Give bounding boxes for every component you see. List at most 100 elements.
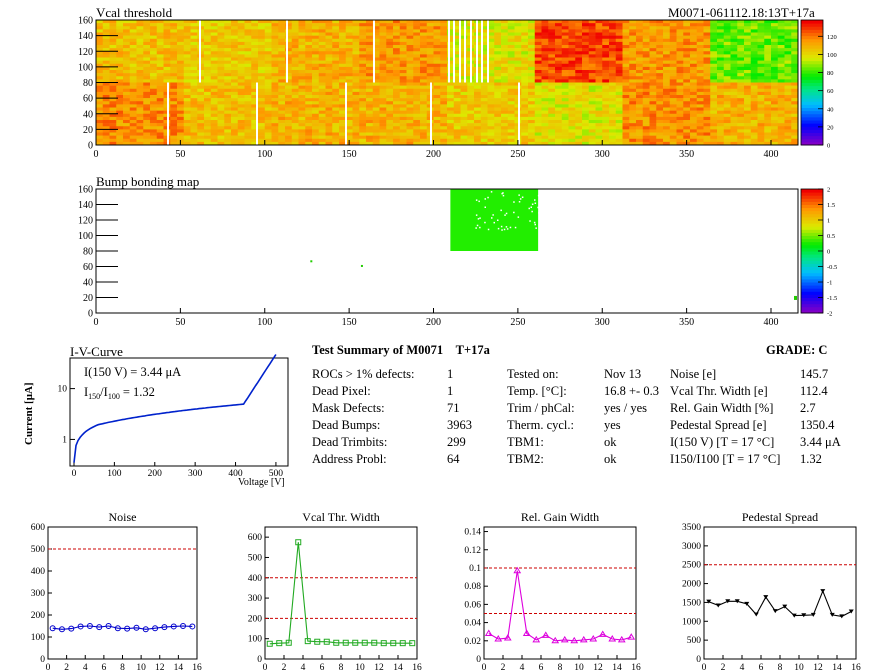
heatmap-cell [264,116,272,121]
heatmap-cell [676,54,684,58]
heatmap-cell [622,135,630,140]
heatmap-cell [669,101,677,105]
heatmap-cell [217,79,225,83]
heatmap-cell [750,66,758,71]
heatmap-cell [413,66,421,71]
heatmap-cell [507,132,515,136]
heatmap-cell [386,48,394,52]
heatmap-cell [136,73,144,77]
heatmap-cell [102,88,110,93]
heatmap-cell [541,73,549,77]
heatmap-cell [264,60,272,65]
x-tick-label: 16 [851,663,861,672]
heatmap-cell [595,95,603,99]
heatmap-cell [676,45,684,49]
heatmap-cell [116,129,124,133]
series-line [488,570,632,642]
heatmap-cell [298,63,306,68]
heatmap-cell [298,45,306,49]
heatmap-cell [528,107,536,111]
heatmap-cell [501,54,509,58]
heatmap-cell [156,126,164,130]
colorbar-bin [801,303,823,308]
heatmap-cell [217,123,225,127]
heatmap-cell [541,101,549,105]
heatmap-cell [136,135,144,140]
heatmap-cell [717,29,725,33]
data-point [390,640,397,647]
heatmap-cell [730,91,738,96]
heatmap-cell [690,113,698,118]
heatmap-cell [676,20,684,24]
heatmap-cell [291,35,299,40]
heatmap-cell [278,82,286,86]
heatmap-cell [318,79,326,83]
heatmap-cell [231,32,239,36]
heatmap-cell [291,141,299,146]
heatmap-cell [406,113,414,118]
heatmap-cell [325,45,333,49]
heatmap-cell [602,63,610,68]
heatmap-cell [406,129,414,133]
heatmap-cell [136,45,144,49]
heatmap-cell [474,104,482,108]
heatmap-cell [777,32,785,36]
summary-col3-label-0: Noise [e] [670,367,717,381]
heatmap-cell [757,95,765,99]
heatmap-cell [244,107,252,111]
heatmap-cell [413,85,421,90]
heatmap-cell [204,141,212,146]
heatmap-cell [345,60,353,65]
heatmap-cell [413,35,421,40]
heatmap-cell [406,23,414,27]
heatmap-cell [177,123,185,127]
heatmap-cell [440,116,448,121]
heatmap-cell [386,66,394,71]
heatmap-cell [339,91,347,96]
heatmap-cell [433,20,441,24]
heatmap-cell [676,110,684,115]
heatmap-cell [109,82,117,86]
heatmap-cell [109,41,117,46]
heatmap-cell [690,110,698,115]
heatmap-cell [251,57,259,61]
heatmap-cell [690,29,698,33]
data-point [763,595,769,600]
heatmap-cell [285,73,293,77]
heatmap-cell [555,98,563,102]
heatmap-cell [649,126,657,130]
heatmap-cell [318,35,326,40]
heatmap-cell [386,57,394,61]
heatmap-cell [204,73,212,77]
heatmap-cell [352,79,360,83]
grade-label: GRADE: C [766,343,828,357]
heatmap-cell [447,23,455,27]
heatmap-cell [352,20,360,24]
heatmap-cell [534,129,542,133]
heatmap-cell [609,120,617,124]
heatmap-cell [784,26,792,30]
heatmap-cell [642,104,650,108]
heatmap-cell [568,141,576,146]
heatmap-cell [318,60,326,65]
heatmap-cell [96,79,104,83]
heatmap-cell [791,98,799,102]
heatmap-cell [352,141,360,146]
heatmap-cell [521,113,529,118]
heatmap-cell [460,85,468,90]
summary-col1-value-5: 64 [447,452,460,466]
heatmap-cell [588,123,596,127]
heatmap-cell [440,57,448,61]
heatmap-cell [143,135,151,140]
heatmap-cell [534,85,542,90]
heatmap-cell [642,91,650,96]
heatmap-cell [150,88,158,93]
heatmap-cell [717,32,725,36]
heatmap-cell [595,98,603,102]
heatmap-cell [696,141,704,146]
y-tick-label: 3000 [682,542,701,552]
data-point [77,623,84,630]
heatmap-cell [136,126,144,130]
series-line [708,589,852,617]
